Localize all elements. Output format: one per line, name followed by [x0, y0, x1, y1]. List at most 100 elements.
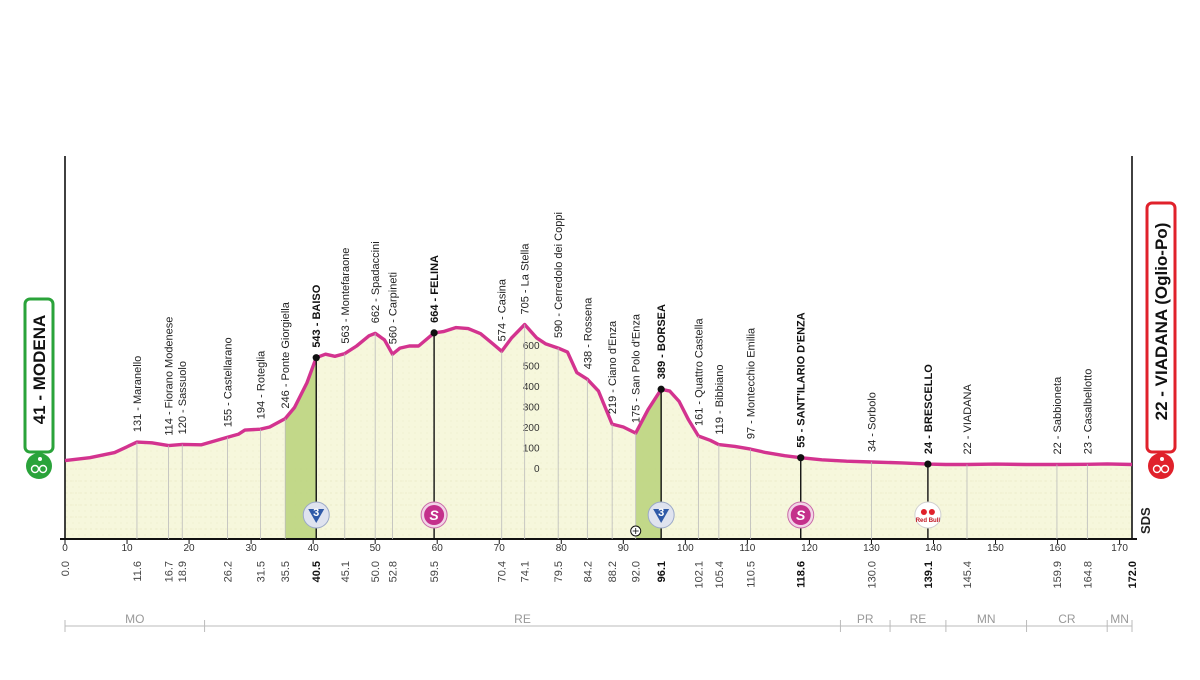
km-mark-label: 164.8 [1082, 561, 1094, 589]
altitude-scale-label: 300 [523, 403, 540, 414]
altitude-scale-label: 500 [523, 362, 540, 373]
x-tick-label: 140 [925, 543, 942, 554]
place-label: 114 - Fiorano Modenese [164, 317, 176, 436]
km-mark-label: 79.5 [553, 561, 565, 582]
km-mark-label: 59.5 [429, 561, 441, 582]
place-label: 131 - Maranello [132, 356, 144, 432]
km-mark-label: 18.9 [177, 561, 189, 582]
place-label: 590 - Cerredolo dei Coppi [553, 212, 565, 338]
x-tick-label: 150 [987, 543, 1004, 554]
km-mark-label: 0.0 [60, 561, 72, 576]
place-label: 389 - BORSEA [656, 304, 668, 379]
finish-badge-wheel-icon [1160, 464, 1170, 474]
km-mark-label: 92.0 [631, 561, 643, 582]
place-label: 97 - Montecchio Emilia [745, 327, 757, 439]
place-label: 120 - Sassuolo [177, 361, 189, 434]
place-label: 705 - La Stella [520, 243, 532, 315]
x-tick-label: 170 [1111, 543, 1128, 554]
km-mark-label: 84.2 [582, 561, 594, 582]
province-label: CR [1058, 612, 1076, 626]
climb-category-label: 3 [313, 507, 319, 519]
climb-triangle-icon [308, 509, 325, 523]
x-tick-label: 100 [677, 543, 694, 554]
place-label: 161 - Quattro Castella [693, 318, 705, 426]
place-dot [430, 329, 438, 337]
start-badge-cyclist-icon [26, 453, 52, 479]
km-mark-label: 40.5 [311, 561, 323, 582]
province-label: MN [1110, 612, 1129, 626]
place-dot [657, 385, 665, 393]
sprint-icon [790, 505, 811, 525]
x-tick-label: 30 [246, 543, 258, 554]
km-mark-label: 74.1 [520, 561, 532, 582]
finish-badge-cyclist-icon [1148, 453, 1174, 479]
place-label: 55 - SANT'ILARIO D'ENZA [796, 312, 808, 447]
km-mark-label: 118.6 [796, 561, 808, 588]
place-dot [924, 460, 932, 468]
place-label: 22 - Sabbioneta [1052, 376, 1064, 455]
place-label: 119 - Bibbiano [714, 364, 726, 434]
x-tick-label: 10 [121, 543, 133, 554]
place-label: 23 - Casalbellotto [1082, 369, 1094, 455]
x-tick-label: 40 [308, 543, 320, 554]
climb-shade-1 [285, 357, 317, 539]
sprint-icon [424, 505, 445, 525]
finish-badge-wheel-icon [1152, 464, 1162, 474]
start-badge-rider-head-icon [38, 457, 42, 461]
altitude-scale-label: 100 [523, 444, 540, 455]
altitude-scale-label: 200 [523, 423, 540, 434]
place-label: 438 - Rossena [582, 297, 594, 369]
province-label: MO [125, 612, 144, 626]
place-label: 543 - BAISO [311, 284, 323, 347]
x-tick-label: 60 [432, 543, 444, 554]
place-label: 664 - FELINA [429, 255, 441, 323]
x-tick-label: 130 [863, 543, 880, 554]
km-mark-label: 105.4 [714, 561, 726, 589]
km-mark-label: 159.9 [1052, 561, 1064, 589]
x-tick-label: 120 [801, 543, 818, 554]
bull-icon [920, 509, 927, 515]
x-tick-label: 0 [62, 543, 68, 554]
x-tick-label: 90 [618, 543, 630, 554]
x-tick-label: 20 [184, 543, 196, 554]
start-badge-label: 41 - MODENA [30, 315, 49, 425]
km-mark-label: 11.6 [132, 561, 144, 582]
km-mark-label: 35.5 [280, 561, 292, 582]
km-mark-label: 26.2 [223, 561, 235, 582]
province-label: MN [977, 612, 996, 626]
altitude-scale-label: 600 [523, 341, 540, 352]
altitude-scale-label: 400 [523, 382, 540, 393]
x-tick-label: 160 [1049, 543, 1066, 554]
place-label: 24 - BRESCELLO [923, 364, 935, 454]
sprint-label: S [796, 507, 806, 523]
km-mark-label: 88.2 [607, 561, 619, 582]
place-label: 246 - Ponte Giorgiella [280, 301, 292, 408]
place-dot [312, 354, 320, 362]
finish-badge-label: 22 - VIADANA (Oglio-Po) [1152, 223, 1171, 421]
place-label: 155 - Castellarano [223, 337, 235, 427]
place-label: 219 - Ciano d'Enza [607, 320, 619, 414]
place-label: 34 - Sorbolo [866, 392, 878, 452]
bull-icon [928, 509, 935, 515]
start-badge-frame [23, 297, 55, 454]
climb-triangle-icon [653, 509, 670, 523]
x-tick-label: 70 [494, 543, 506, 554]
province-label: RE [910, 612, 927, 626]
brand-mark: SDS [1138, 507, 1153, 534]
profile-area [65, 324, 1132, 539]
km-mark-label: 31.5 [255, 561, 267, 582]
finish-badge-rider-head-icon [1160, 457, 1164, 461]
x-tick-label: 110 [739, 543, 755, 554]
start-badge-wheel-icon [30, 464, 40, 474]
km-mark-label: 16.7 [164, 561, 176, 582]
km-mark-label: 145.4 [962, 561, 974, 589]
place-dot [797, 454, 805, 462]
x-tick-label: 80 [556, 543, 568, 554]
finish-badge-frame [1145, 201, 1177, 454]
place-label: 194 - Roteglia [255, 350, 267, 419]
sprint-label: S [429, 507, 439, 523]
km-mark-label: 96.1 [656, 561, 668, 582]
km-mark-label: 45.1 [340, 561, 352, 582]
